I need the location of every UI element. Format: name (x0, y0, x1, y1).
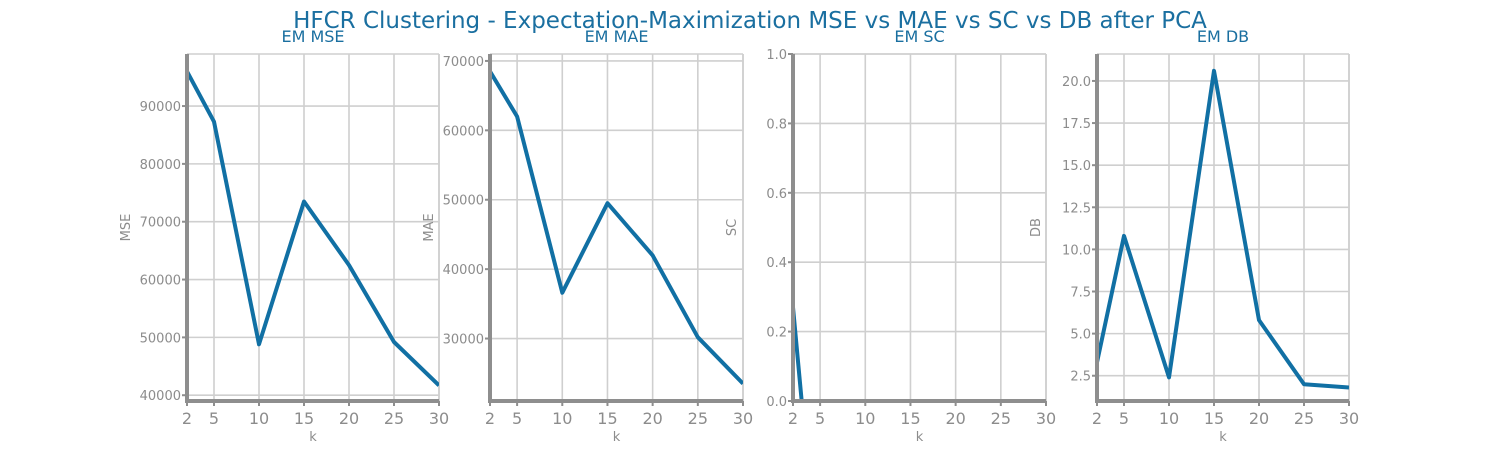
panel-title: EM MSE (281, 27, 344, 46)
y-tick-label: 90000 (140, 100, 181, 115)
chart-panel-2: 2 5 10 15 20 25 30 30000 40000 50000 60000 70000 EM … (422, 27, 753, 445)
chart-panel-3: 2 5 10 15 20 25 30 0.0 0.2 0.4 0.6 0.8 1.0 EM SC k SC (725, 27, 1056, 445)
y-tick-label: 60000 (140, 274, 181, 289)
x-axis-label: k (309, 430, 317, 445)
x-tick-label: 5 (1119, 409, 1129, 428)
figure-title: HFCR Clustering - Expectation-Maximizati… (293, 8, 1207, 34)
y-tick-label: 15.0 (1062, 159, 1091, 174)
y-tick-label: 50000 (443, 194, 484, 209)
panel-title: EM SC (894, 27, 944, 46)
y-tick-label: 40000 (140, 389, 181, 404)
series-line (1097, 68, 1349, 390)
y-tick-label: 60000 (443, 124, 484, 139)
y-tick-label: 0.4 (766, 256, 787, 271)
x-tick-label: 5 (209, 409, 219, 428)
x-tick-label: 10 (1159, 409, 1179, 428)
panels: 2 5 10 15 20 25 304000050000600007000080000900… (119, 27, 1359, 445)
x-tick-label: 2 (1092, 409, 1102, 428)
y-tick-label: 50000 (140, 331, 181, 346)
y-tick-label: 70000 (140, 216, 181, 231)
y-axis-label: MAE (422, 213, 437, 241)
y-tick-label: 2.5 (1070, 370, 1091, 385)
y-tick-label: 10.0 (1062, 243, 1091, 258)
y-tick-label: 40000 (443, 263, 484, 278)
x-tick-label: 20 (1249, 409, 1269, 428)
y-tick-label: 0.2 (766, 326, 787, 341)
x-tick-label: 20 (945, 409, 965, 428)
x-tick-label: 25 (384, 409, 404, 428)
y-axis-label: SC (725, 219, 740, 236)
y-tick-label: 5.0 (1070, 328, 1091, 343)
x-tick-label: 30 (1036, 409, 1056, 428)
y-tick-label: 70000 (443, 55, 484, 70)
y-axis-label: MSE (119, 214, 134, 242)
x-tick-label: 2 (485, 409, 495, 428)
y-tick-label: 0.8 (766, 117, 787, 132)
y-tick-label: 80000 (140, 158, 181, 173)
y-tick-label: 17.5 (1062, 117, 1091, 132)
x-axis-label: k (613, 430, 621, 445)
y-tick-label: 0.0 (766, 395, 787, 410)
x-tick-label: 20 (642, 409, 662, 428)
y-axis-label: DB (1029, 218, 1044, 237)
x-tick-label: 15 (900, 409, 920, 428)
x-tick-label: 30 (429, 409, 449, 428)
y-tick-label: 0.6 (766, 187, 787, 202)
x-tick-label: 30 (1339, 409, 1359, 428)
y-tick-label: 20.0 (1062, 75, 1091, 90)
y-tick-label: 1.0 (766, 48, 787, 63)
series-line (187, 70, 439, 387)
x-tick-label: 20 (339, 409, 359, 428)
panel-title: EM DB (1197, 27, 1249, 46)
x-tick-label: 25 (1294, 409, 1314, 428)
chart-panel-1: 2 5 10 15 20 25 30 40000 50000 60000 70000 80000 900… (119, 27, 449, 445)
x-tick-label: 5 (512, 409, 522, 428)
x-tick-label: 10 (855, 409, 875, 428)
y-tick-label: 7.5 (1070, 286, 1091, 301)
series-line (490, 70, 743, 385)
x-axis-label: k (1219, 430, 1227, 445)
x-tick-label: 15 (597, 409, 617, 428)
x-tick-label: 10 (552, 409, 572, 428)
x-tick-label: 15 (294, 409, 314, 428)
panel-title: EM MAE (585, 27, 649, 46)
x-tick-label: 15 (1204, 409, 1224, 428)
chart-panel-4: 2 5 10 15 20 25 30 2.5 5.0 7.5 10.0 12.5 15.0 17.5 20.… (1029, 27, 1359, 445)
x-axis-label: k (916, 430, 924, 445)
x-tick-label: 5 (815, 409, 825, 428)
x-tick-label: 10 (249, 409, 269, 428)
x-tick-label: 30 (733, 409, 753, 428)
x-tick-label: 2 (182, 409, 192, 428)
x-tick-label: 25 (991, 409, 1011, 428)
x-tick-label: 25 (688, 409, 708, 428)
y-tick-label: 12.5 (1062, 201, 1091, 216)
x-tick-label: 2 (788, 409, 798, 428)
y-tick-label: 30000 (443, 333, 484, 348)
